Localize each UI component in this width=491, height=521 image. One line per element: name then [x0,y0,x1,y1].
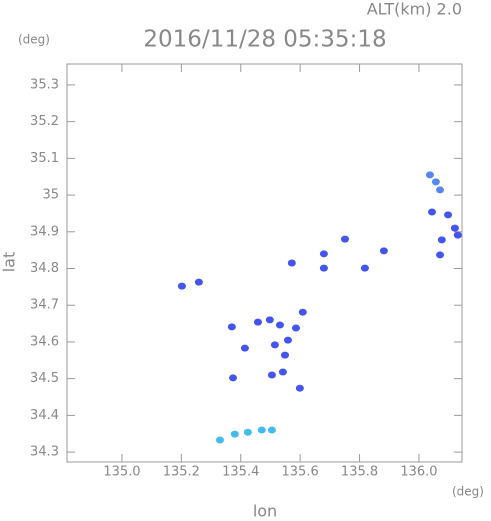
echo-point [298,308,307,316]
echo-point [428,208,437,216]
echo-point [295,384,304,392]
y-tick-label: 34.5 [30,371,59,386]
echo-point [275,321,284,329]
y-tick-label: 34.8 [30,261,59,276]
x-tick-label: 135.6 [282,465,319,480]
echo-point [436,251,445,259]
echo-point [437,236,446,244]
echo-point [291,324,300,332]
chart-title: 2016/11/28 05:35:18 [143,27,386,53]
altitude-label: ALT(km) 2.0 [367,0,462,19]
echo-point [270,341,279,349]
echo-point [379,247,388,255]
echo-point [283,336,292,344]
echo-point [243,428,252,436]
y-axis-label: lat [0,252,19,273]
echo-point [280,351,289,359]
echo-point [257,426,266,434]
echo-point [436,186,445,194]
x-tick-label: 135.8 [341,465,378,480]
echo-point [253,318,262,326]
y-unit: (deg) [18,33,50,47]
echo-point [431,178,440,186]
echo-point [194,278,203,286]
y-tick-label: 34.6 [30,334,59,349]
echo-point [229,374,238,382]
echo-point [360,264,369,272]
echo-point [240,344,249,352]
echo-point [267,426,276,434]
echo-point [425,171,434,179]
echo-point [444,211,453,219]
y-tick-label: 35.3 [30,77,59,92]
x-tick-label: 135.2 [163,465,200,480]
plot-frame [66,63,463,463]
y-tick-label: 34.7 [30,298,59,313]
echo-point [453,231,462,239]
x-tick-label: 135.4 [222,465,259,480]
echo-point [227,323,236,331]
echo-point [340,235,349,243]
x-unit: (deg) [452,485,484,499]
y-tick-label: 34.9 [30,224,59,239]
echo-point [450,224,459,232]
echo-point [267,371,276,379]
y-tick-label: 35 [42,188,59,203]
echo-point [287,259,296,267]
echo-point [319,264,328,272]
y-tick-label: 35.2 [30,114,59,129]
y-tick-label: 34.3 [30,445,59,460]
y-tick-label: 34.4 [30,408,59,423]
y-tick-label: 35.1 [30,151,59,166]
x-axis-label: lon [253,502,277,521]
x-tick-label: 135.0 [103,465,140,480]
echo-point [278,368,287,376]
echo-point [215,436,224,444]
echo-point [230,430,239,438]
echo-point [319,250,328,258]
echo-point [265,316,274,324]
echo-point [177,282,186,290]
x-tick-label: 136.0 [400,465,437,480]
